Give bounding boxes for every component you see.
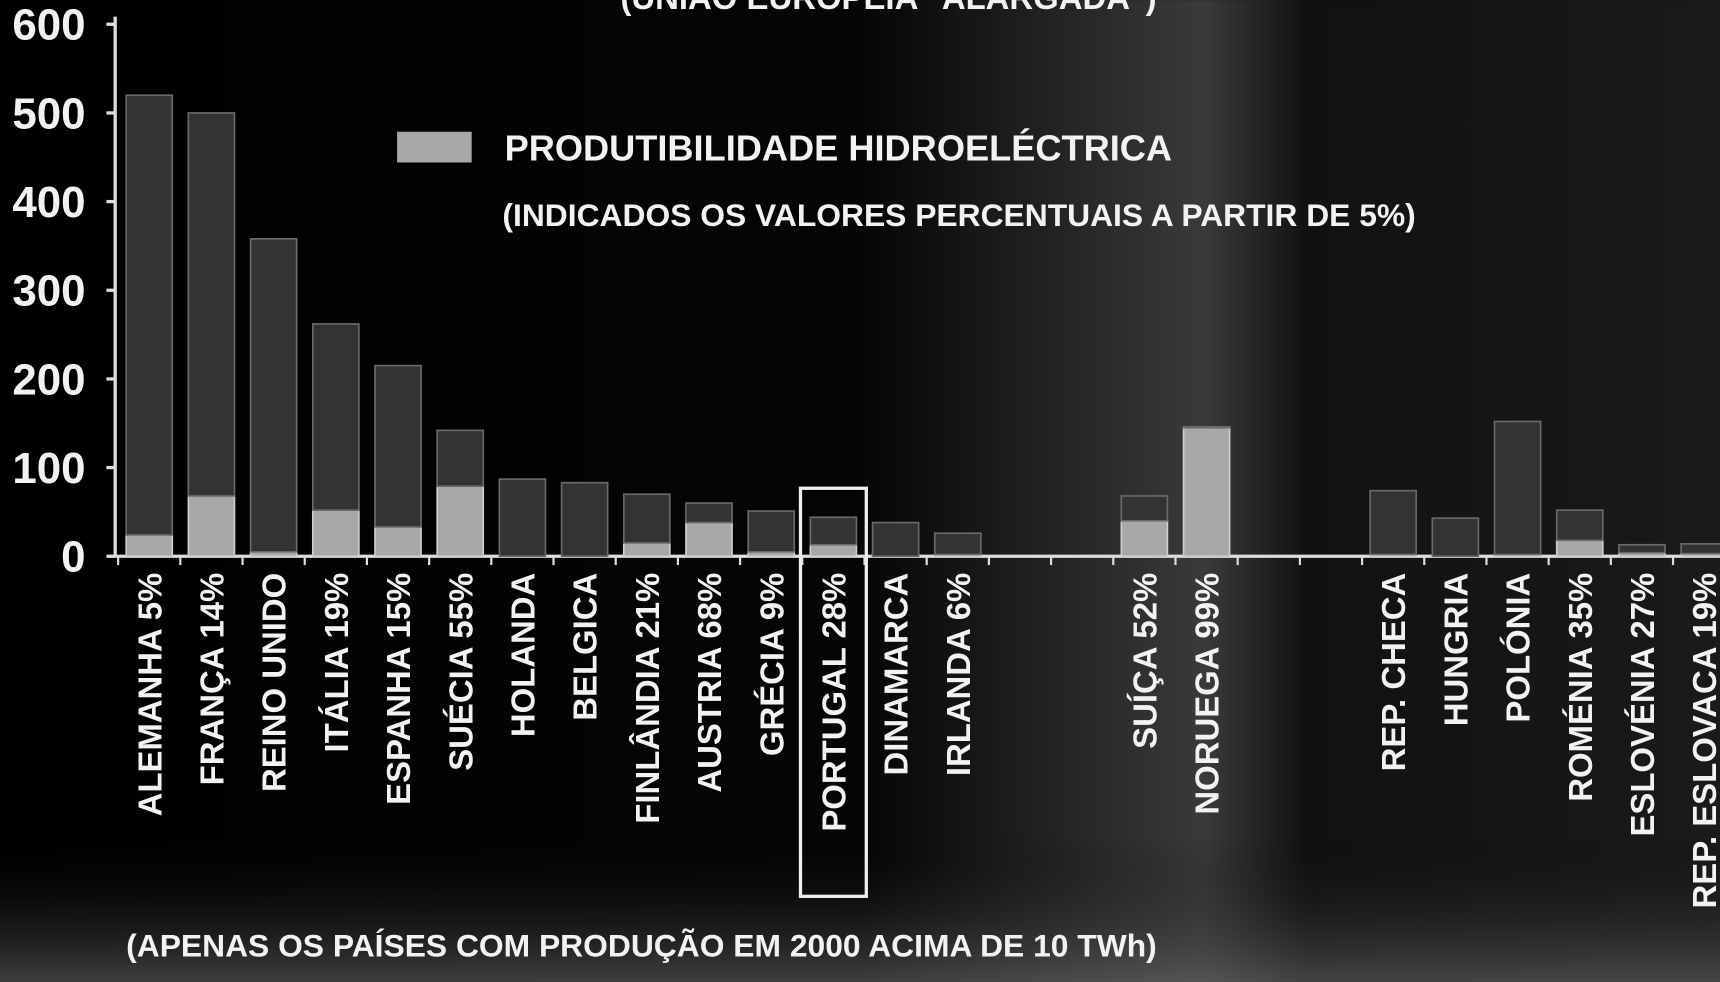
- y-tick-label: 0: [61, 533, 85, 582]
- x-tick-label: IRLANDA 6%: [940, 573, 977, 776]
- bar-other: [311, 323, 360, 511]
- bar-hydro: [311, 509, 360, 558]
- x-tick-label: ESPANHA 15%: [380, 573, 417, 805]
- bar-other: [1431, 517, 1480, 558]
- chart-title: (UNIÃO EUROPEIA "ALARGADA"): [620, 0, 1156, 16]
- bar-other: [1369, 489, 1418, 556]
- x-tick-label: REINO UNIDO: [256, 573, 293, 792]
- bar-other: [747, 510, 796, 553]
- x-tick-label: AUSTRIA 68%: [691, 573, 728, 793]
- bar-hydro: [685, 521, 733, 558]
- bar-other: [933, 532, 982, 556]
- bar-hydro: [1182, 426, 1231, 558]
- bar-hydro: [1555, 539, 1604, 558]
- bar-other: [125, 94, 174, 536]
- bar-other: [685, 502, 733, 524]
- bar-other: [187, 112, 236, 497]
- bar-hydro: [187, 495, 236, 558]
- x-tick-label: SUÍÇA 52%: [1126, 573, 1163, 749]
- x-tick-label: FRANÇA 14%: [194, 573, 231, 786]
- bar-other: [1182, 425, 1231, 429]
- bar-other: [1493, 420, 1542, 556]
- x-tick-label: HOLANDA: [504, 573, 541, 737]
- x-tick-label: REP. ESLOVACA 19%: [1686, 573, 1720, 909]
- x-tick-label: SUÉCIA 55%: [442, 573, 479, 771]
- bar-hydro: [125, 534, 174, 558]
- x-tick-label: ALEMANHA 5%: [131, 573, 168, 817]
- x-tick-label: FINLÂNDIA 21%: [629, 573, 666, 824]
- x-tick-label: GRÉCIA 9%: [753, 573, 790, 756]
- bar-hydro: [1120, 519, 1169, 558]
- legend-swatch: [397, 131, 472, 163]
- y-tick-label: 300: [12, 267, 85, 316]
- footnote: (APENAS OS PAÍSES COM PRODUÇÃO EM 2000 A…: [126, 928, 1157, 964]
- x-tick-label: ROMÉNIA 35%: [1562, 573, 1599, 802]
- bar-other: [1680, 543, 1720, 555]
- x-tick-label: DINAMARCA: [878, 573, 915, 776]
- x-tick-label: ESLOVÉNIA 27%: [1624, 573, 1661, 837]
- y-tick-label: 200: [12, 355, 85, 404]
- y-tick-label: 100: [12, 444, 85, 493]
- bar-hydro: [622, 542, 671, 558]
- y-tick-label: 400: [12, 178, 85, 227]
- bar-other: [1120, 495, 1169, 522]
- legend-label: PRODUTIBILIDADE HIDROELÉCTRICA: [505, 127, 1172, 168]
- bar-other: [1618, 543, 1666, 554]
- highlight-box: [798, 486, 868, 898]
- x-tick-label: BELGICA: [567, 573, 604, 721]
- bar-hydro: [436, 485, 485, 558]
- y-tick-label: 600: [12, 1, 85, 50]
- bar-other: [498, 478, 547, 558]
- x-tick-label: REP. CHECA: [1375, 573, 1412, 772]
- x-tick-label: ITÁLIA 19%: [318, 573, 355, 753]
- bar-other: [871, 521, 920, 558]
- x-tick-label: POLÓNIA: [1500, 573, 1537, 723]
- x-tick-label: PORTUGAL 28%: [815, 573, 852, 832]
- bar-hydro: [374, 526, 422, 558]
- bar-other: [1555, 509, 1604, 542]
- y-tick-label: 500: [12, 89, 85, 138]
- bar-other: [249, 238, 298, 553]
- bar-other: [560, 481, 609, 558]
- bar-hydro: [809, 543, 858, 558]
- x-tick-label: NORUEGA 99%: [1189, 573, 1226, 815]
- bar-other: [436, 429, 485, 488]
- bar-other: [374, 364, 422, 528]
- bar-other: [622, 493, 671, 544]
- x-tick-label: HUNGRIA: [1437, 573, 1474, 726]
- bar-other: [809, 516, 858, 546]
- legend-subtitle: (INDICADOS OS VALORES PERCENTUAIS A PART…: [502, 197, 1415, 233]
